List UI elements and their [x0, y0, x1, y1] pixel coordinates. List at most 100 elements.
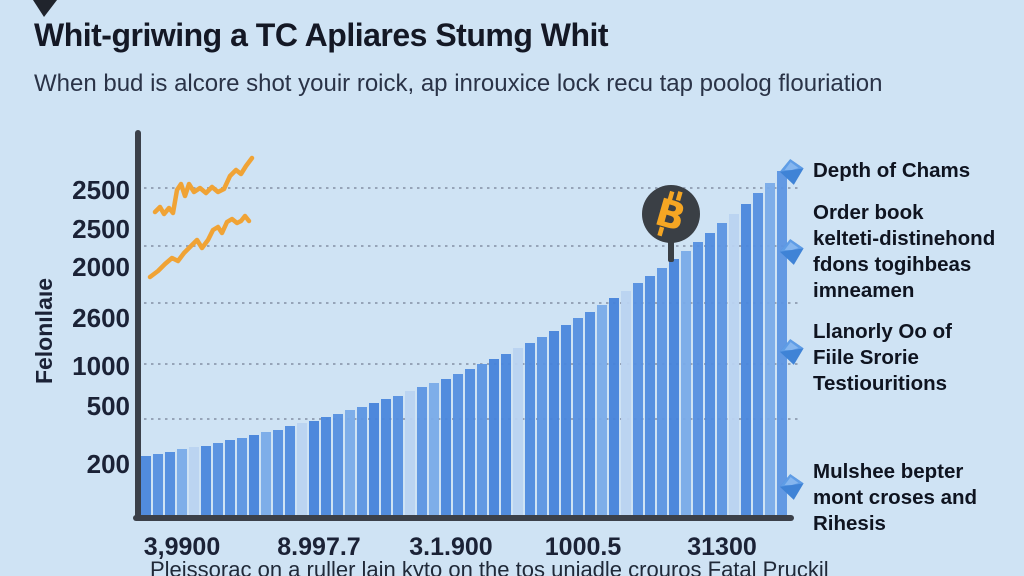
bar: [777, 171, 787, 518]
bar: [369, 403, 379, 518]
bar: [141, 456, 151, 518]
bar: [657, 268, 667, 518]
legend-label: Mulshee bepter mont croses and Rihesis: [813, 459, 977, 537]
bar: [609, 298, 619, 518]
x-tick-label: 8.997.7: [277, 533, 361, 561]
bar: [513, 348, 523, 518]
legend-item: Order book kelteti-distinehond fdons togih…: [778, 200, 1022, 304]
bar: [573, 318, 583, 518]
y-tick-label: 2600: [72, 303, 130, 333]
subtitle: When bud is alcore shot youir roick, ap …: [34, 70, 883, 97]
diamond-facet: [784, 162, 799, 171]
bar: [165, 452, 175, 518]
legend-label: Llanorly Oo of Fiile Srorie Testiouritions: [813, 319, 952, 397]
diamond-icon: [779, 474, 804, 500]
legend-label-line: Rihesis: [813, 512, 886, 535]
bar: [225, 440, 235, 518]
bar: [153, 454, 163, 518]
diamond-facet: [784, 342, 799, 351]
corner-wedge-decoration: [33, 0, 57, 17]
bar: [189, 447, 199, 518]
bar: [453, 374, 463, 518]
bar: [465, 369, 475, 518]
bar: [405, 391, 415, 518]
x-tick-label: 3.1.900: [409, 533, 493, 561]
bar: [309, 421, 319, 518]
legend-label-line: Llanorly Oo of: [813, 320, 952, 343]
legend-label-line: Order book: [813, 201, 924, 224]
legend-item: Llanorly Oo of Fiile Srorie Testiouritions: [778, 319, 1022, 397]
diamond-icon: [779, 239, 804, 265]
bar: [621, 291, 631, 518]
bar: [669, 259, 679, 518]
bar: [765, 183, 775, 518]
diamond-icon: [779, 339, 804, 365]
diamond-icon: [779, 159, 804, 185]
y-tick-label: 2500: [72, 175, 130, 205]
diamond-facet: [784, 242, 799, 251]
bar: [393, 396, 403, 518]
bar: [633, 283, 643, 518]
legend-label-line: fdons togihbeas: [813, 253, 972, 276]
bar: [297, 423, 307, 518]
bar: [417, 387, 427, 518]
bar: [645, 276, 655, 518]
bar: [345, 410, 355, 518]
bar: [285, 426, 295, 518]
bar: [429, 383, 439, 518]
y-tick-label: 500: [86, 391, 130, 421]
x-tick-label: 3,9900: [143, 533, 221, 561]
bitcoin-tick: [667, 190, 675, 201]
bar: [321, 417, 331, 518]
bar: [441, 379, 451, 518]
x-tick-label: 31300: [687, 533, 757, 561]
marker-stem: [668, 238, 674, 262]
legend-item: Depth of Chams: [778, 158, 1022, 186]
legend-label-line: Testiouritions: [813, 372, 948, 395]
bar: [717, 223, 727, 518]
bar: [273, 430, 283, 518]
legend-label-line: imneamen: [813, 279, 915, 302]
bar: [237, 438, 247, 518]
bar: [549, 331, 559, 518]
bar: [561, 325, 571, 518]
upper-orange-line: [152, 155, 255, 217]
lower-orange-line: [147, 213, 252, 280]
x-tick-label: 1000.5: [544, 533, 622, 561]
bar-series: [141, 171, 787, 518]
bar: [501, 354, 511, 518]
bar: [261, 432, 271, 518]
legend-label-line: mont croses and: [813, 486, 978, 509]
bar: [729, 214, 739, 518]
bar: [489, 359, 499, 518]
bar: [213, 443, 223, 518]
bar: [537, 337, 547, 518]
bar: [597, 305, 607, 518]
bitcoin-tick: [657, 226, 665, 237]
y-tick-label: 2500: [72, 214, 130, 244]
bar: [705, 233, 715, 518]
y-tick-label: 1000: [72, 351, 130, 381]
bitcoin-tick: [675, 191, 683, 202]
legend-label-line: Depth of Chams: [813, 159, 971, 182]
legend-label-line: kelteti-distinehond: [813, 227, 996, 250]
y-tick-label: 2000: [72, 252, 130, 282]
bitcoin-circle-icon: [642, 185, 700, 243]
bar: [357, 407, 367, 518]
bar: [753, 193, 763, 518]
bar: [249, 435, 259, 518]
bar: [585, 312, 595, 518]
title: Whit-griwing a TC Apliares Stumg Whit: [34, 17, 609, 53]
y-tick-label: 200: [86, 449, 130, 479]
bar: [681, 251, 691, 518]
caption: Pleissorac on a ruller lain kyto on the …: [150, 557, 829, 576]
bar: [741, 204, 751, 518]
bar: [381, 399, 391, 518]
legend-label: Depth of Chams: [813, 158, 970, 186]
legend-label-line: Mulshee bepter: [813, 460, 964, 483]
bar: [693, 242, 703, 518]
bar: [525, 343, 535, 518]
bitcoin-marker: B: [642, 185, 700, 262]
